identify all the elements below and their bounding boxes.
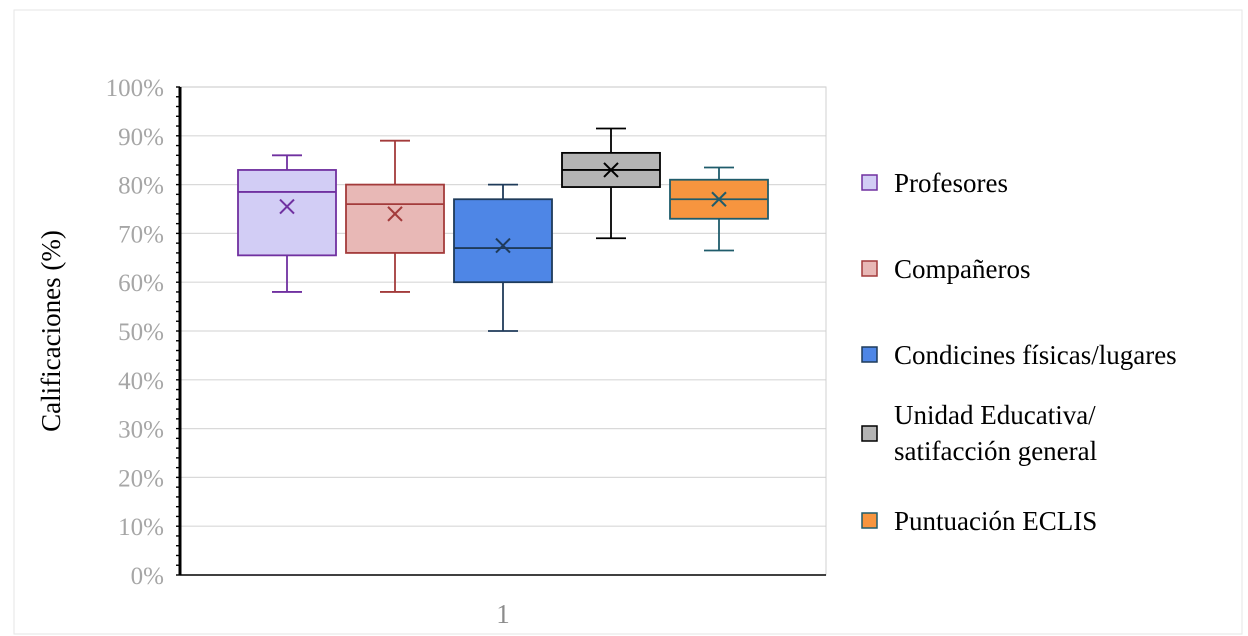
y-tick-label: 20% [118,465,164,492]
y-axis [176,86,826,576]
legend-label-line: Unidad Educativa/ [894,400,1096,430]
mean-marker [279,198,295,215]
box-1 [237,154,337,293]
legend-label: Profesores [894,168,1008,198]
legend-swatch [861,260,878,277]
box-series [237,127,769,332]
legend: Profesores Compañeros Condicines físicas/l… [861,168,1177,536]
mean-marker [711,191,727,207]
y-tick-label: 50% [118,319,164,346]
y-tick-label: 40% [118,368,164,395]
box-iqr [345,183,445,254]
y-tick-label: 70% [118,221,164,248]
legend-label-line: satifacción general [894,436,1097,466]
legend-swatch [861,425,878,442]
legend-swatch [861,346,878,363]
box-4 [561,127,661,240]
y-tick-labels: 0% 10% 20% 30% 40% 50% 60% 70% 80% 90% 100% [106,75,164,590]
category-label: 1 [496,599,510,629]
chart-border [13,9,1243,635]
y-tick-label: 0% [131,563,164,590]
mean-marker [495,237,511,254]
box-2 [345,139,445,293]
y-tick-label: 90% [118,124,164,151]
legend-label: Unidad Educativa/satifacción general [894,400,1097,466]
box-5 [669,166,769,252]
legend-swatch [861,174,878,191]
legend-swatch [861,512,878,529]
legend-label: Compañeros [894,254,1030,284]
y-tick-label: 10% [118,514,164,541]
y-tick-label: 60% [118,270,164,297]
box-iqr [237,169,337,257]
box-iqr [453,198,553,284]
mean-marker [603,162,619,178]
y-tick-label: 100% [106,75,164,102]
y-tick-label: 30% [118,417,164,444]
y-tick-label: 80% [118,173,164,200]
y-axis-title: Calificaciones (%) [36,230,66,432]
legend-label: Condicines físicas/lugares [894,340,1177,370]
mean-marker [387,206,403,222]
box-3 [453,183,553,332]
legend-label: Puntuación ECLIS [894,506,1097,536]
